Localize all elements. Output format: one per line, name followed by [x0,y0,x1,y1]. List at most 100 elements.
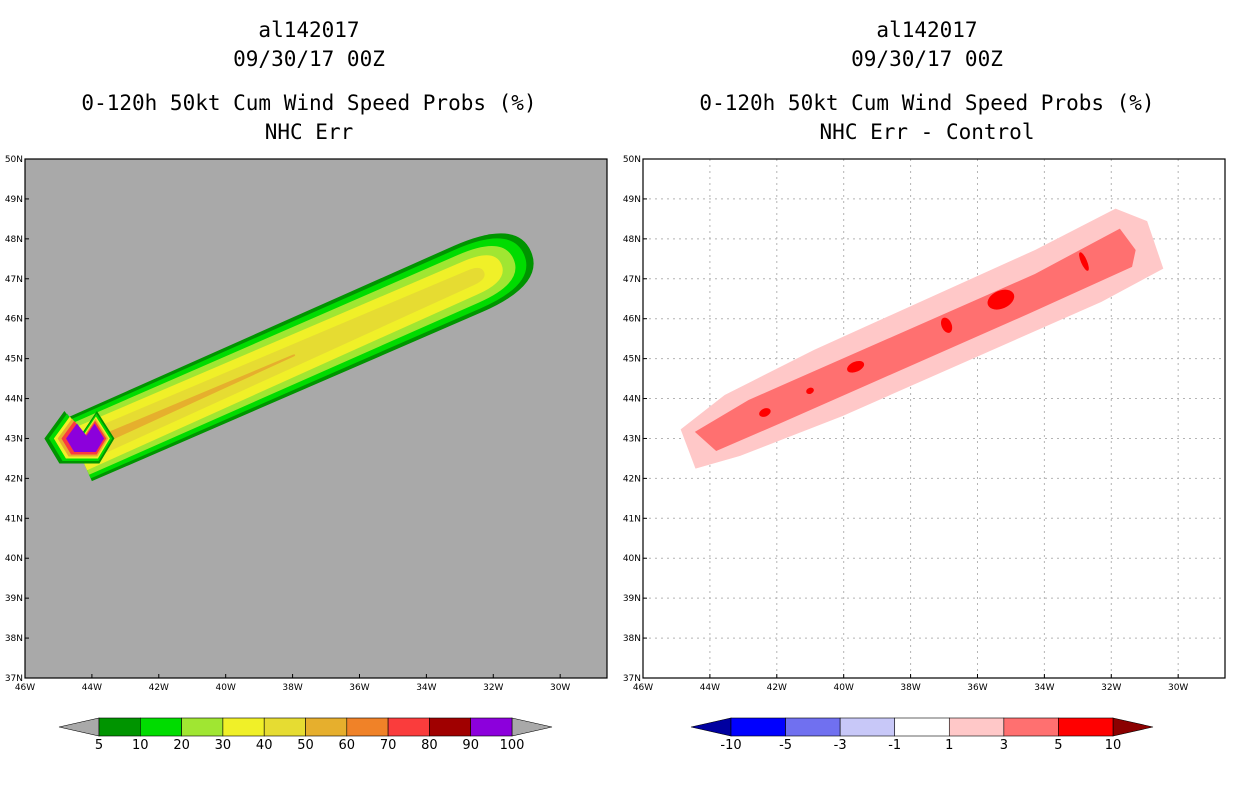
left-y-tick-label: 41N [5,514,23,524]
right-map-frame [642,158,1226,679]
left-colorbar-over-arrow [511,717,553,737]
left-y-tick-label: 42N [5,474,23,484]
left-y-tick-label: 43N [5,434,23,444]
right-y-axis: 37N 38N 39N 40N 41N 42N 43N 44N 45N 46N 47N 48N 49N 5… [623,155,647,684]
right-colorbar-label: -10 [720,738,741,753]
right-colorbar-swatch [730,717,786,737]
right-x-tick-label: 30W [1168,683,1188,693]
right-map-panel: 46W 44W 42W 40W 38W 36W 34W 32W 30W 37N 38N 39N 40N… [623,155,1226,693]
left-x-tick-label: 36W [349,683,369,693]
left-colorbar: 5 10 20 30 40 50 60 70 80 90 100 [58,717,553,753]
prob-band-6 [76,354,296,455]
right-difference-swath [680,208,1164,469]
right-y-tick-label: 50N [623,155,641,165]
diff-band-5-10 [1079,252,1089,271]
left-y-tick-label: 50N [5,155,23,165]
diff-band-5-10 [987,289,1015,310]
right-x-tick-label: 42W [767,683,787,693]
right-y-tick-label: 45N [623,355,641,365]
left-y-tick-label: 37N [5,674,23,684]
right-title-product: 0-120h 50kt Cum Wind Speed Probs (%) [699,91,1155,115]
right-y-tick-label: 40N [623,554,641,564]
left-colorbar-swatch [429,717,471,737]
left-colorbar-under-arrow [58,717,100,737]
left-colorbar-label: 40 [256,738,273,753]
right-x-tick-label: 34W [1034,683,1054,693]
right-colorbar-label: -5 [779,738,792,753]
left-y-tick-label: 40N [5,554,23,564]
left-colorbar-swatch [387,717,430,737]
right-y-tick-label: 42N [623,474,641,484]
right-y-tick-label: 49N [623,195,641,205]
prob-band-5 [72,267,485,463]
left-y-tick-label: 45N [5,355,23,365]
left-colorbar-swatch [346,717,389,737]
right-x-tick-label: 32W [1101,683,1121,693]
right-colorbar-swatch [948,717,1005,737]
left-y-tick-label: 46N [5,315,23,325]
right-title-datetime: 09/30/17 00Z [851,47,1003,71]
left-colorbar-label: 30 [215,738,232,753]
right-colorbar-swatch [839,717,896,737]
left-y-tick-label: 49N [5,195,23,205]
right-y-tick-label: 39N [623,594,641,604]
right-colorbar-over-arrow [1112,717,1154,737]
left-x-tick-label: 32W [483,683,503,693]
left-x-tick-label: 44W [82,683,102,693]
left-map-panel: 46W 44W 42W 40W 38W 36W 34W 32W 30W 37N 38N 39N 40N… [5,155,608,693]
right-colorbar-swatch [1003,717,1059,737]
right-x-tick-label: 46W [633,683,653,693]
left-title-subtitle: NHC Err [264,120,354,144]
left-colorbar-label: 100 [500,738,525,753]
diff-band-5-10 [941,317,953,333]
right-colorbar-label: -3 [834,738,847,753]
left-x-axis: 46W 44W 42W 40W 38W 36W 34W 32W 30W [15,674,570,693]
left-y-tick-label: 48N [5,235,23,245]
left-colorbar-swatch [140,717,182,737]
left-y-tick-label: 44N [5,395,23,405]
right-colorbar-label: -1 [888,738,901,753]
right-x-tick-label: 36W [967,683,987,693]
right-y-tick-label: 41N [623,514,641,524]
right-y-tick-label: 46N [623,315,641,325]
right-colorbar: -10 -5 -3 -1 1 3 5 10 [690,717,1154,753]
right-y-tick-label: 44N [623,395,641,405]
left-y-axis: 37N 38N 39N 40N 41N 42N 43N 44N 45N 46N 47N 48N 49N 5… [5,155,29,684]
left-colorbar-label: 20 [173,738,190,753]
left-colorbar-label: 60 [339,738,356,753]
left-x-tick-label: 30W [550,683,570,693]
right-y-tick-label: 47N [623,275,641,285]
right-colorbar-swatch [1058,717,1114,737]
right-title-subtitle: NHC Err - Control [819,120,1035,144]
right-colorbar-swatch [894,717,950,737]
diff-band-5-10 [759,408,771,417]
right-colorbar-label: 3 [1000,738,1008,753]
prob-start-band-6 [66,423,105,453]
left-x-tick-label: 46W [15,683,35,693]
right-colorbar-label: 10 [1105,738,1122,753]
left-colorbar-swatch [98,717,141,737]
left-colorbar-swatch [222,717,265,737]
right-y-tick-label: 48N [623,235,641,245]
left-colorbar-swatch [305,717,348,737]
right-x-tick-label: 44W [700,683,720,693]
left-map-frame [24,158,608,679]
right-colorbar-label: 1 [945,738,953,753]
right-y-tick-label: 43N [623,434,641,444]
right-y-tick-label: 38N [623,634,641,644]
left-colorbar-label: 70 [380,738,397,753]
left-y-tick-label: 38N [5,634,23,644]
left-colorbar-label: 80 [421,738,438,753]
right-x-tick-label: 40W [834,683,854,693]
right-x-tick-label: 38W [900,683,920,693]
left-title-product: 0-120h 50kt Cum Wind Speed Probs (%) [81,91,537,115]
right-colorbar-swatch [785,717,841,737]
right-y-tick-label: 37N [623,674,641,684]
left-title-datetime: 09/30/17 00Z [233,47,385,71]
left-colorbar-label: 90 [462,738,479,753]
diff-band-3-5 [694,228,1136,452]
left-colorbar-label: 10 [132,738,149,753]
left-probability-swath [44,233,534,482]
right-colorbar-label: 5 [1054,738,1062,753]
